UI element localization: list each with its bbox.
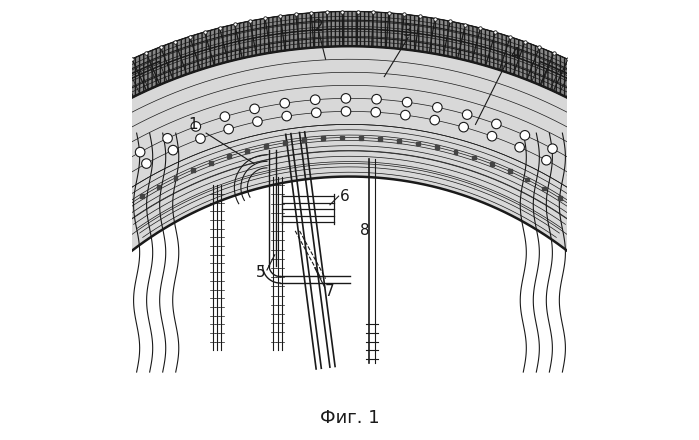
Bar (397, 139, 401, 143)
Circle shape (250, 104, 259, 114)
Bar (282, 141, 287, 145)
Circle shape (600, 176, 610, 186)
Circle shape (624, 195, 633, 205)
Bar (209, 161, 212, 165)
Text: Фиг. 1: Фиг. 1 (319, 409, 380, 427)
Bar (559, 196, 562, 200)
Circle shape (224, 125, 233, 134)
Bar (245, 149, 249, 153)
Circle shape (520, 131, 530, 140)
Text: 5: 5 (256, 264, 265, 280)
Circle shape (592, 187, 602, 196)
Circle shape (341, 94, 351, 103)
Circle shape (84, 181, 94, 190)
Circle shape (515, 143, 524, 152)
Bar (94, 228, 97, 232)
Bar (507, 169, 512, 173)
Circle shape (282, 111, 291, 121)
Text: 1: 1 (188, 117, 198, 132)
Circle shape (372, 95, 382, 104)
Circle shape (116, 174, 126, 183)
Text: 4: 4 (510, 48, 519, 62)
Circle shape (280, 99, 289, 108)
Bar (108, 216, 113, 220)
Circle shape (92, 191, 101, 201)
Bar (227, 154, 231, 158)
Text: 7: 7 (325, 284, 335, 299)
Bar (416, 142, 420, 145)
Bar (472, 156, 476, 159)
Bar (575, 207, 578, 211)
Circle shape (136, 147, 145, 157)
Circle shape (568, 170, 577, 180)
Circle shape (401, 110, 410, 120)
Circle shape (430, 115, 440, 125)
Bar (321, 136, 324, 140)
Text: 6: 6 (340, 189, 350, 204)
Circle shape (163, 133, 173, 143)
Polygon shape (15, 11, 649, 160)
Circle shape (220, 112, 230, 121)
Circle shape (403, 97, 412, 107)
Bar (435, 145, 439, 149)
Text: 8: 8 (360, 224, 370, 238)
Polygon shape (0, 62, 167, 304)
Circle shape (548, 144, 557, 154)
Circle shape (616, 205, 625, 215)
Bar (157, 185, 161, 189)
Text: 3: 3 (403, 23, 413, 39)
Circle shape (575, 159, 584, 169)
Text: 2: 2 (315, 19, 324, 34)
Circle shape (341, 106, 351, 116)
Bar (542, 187, 546, 191)
Bar (124, 205, 128, 209)
Bar (264, 144, 268, 148)
Circle shape (459, 122, 468, 132)
Bar (490, 162, 494, 166)
Circle shape (252, 117, 262, 126)
Circle shape (60, 200, 69, 209)
Circle shape (433, 103, 442, 112)
Polygon shape (0, 161, 11, 304)
Circle shape (109, 163, 119, 172)
Polygon shape (0, 46, 699, 366)
Circle shape (168, 145, 178, 155)
Circle shape (142, 159, 151, 169)
Circle shape (371, 107, 380, 117)
Polygon shape (532, 62, 699, 304)
Polygon shape (688, 161, 699, 304)
Bar (454, 150, 457, 154)
Circle shape (542, 155, 552, 165)
Circle shape (38, 221, 47, 231)
Circle shape (191, 122, 201, 131)
Bar (359, 136, 363, 139)
Circle shape (462, 110, 472, 119)
Circle shape (491, 119, 501, 129)
Circle shape (312, 108, 321, 117)
Bar (191, 168, 195, 172)
Circle shape (196, 134, 206, 143)
Bar (340, 136, 344, 139)
Bar (525, 178, 529, 181)
Bar (140, 194, 144, 198)
Circle shape (69, 210, 78, 219)
Bar (302, 138, 305, 142)
Bar (378, 137, 382, 141)
Circle shape (47, 230, 57, 240)
Circle shape (487, 132, 497, 141)
Bar (173, 176, 178, 180)
Circle shape (310, 95, 320, 104)
